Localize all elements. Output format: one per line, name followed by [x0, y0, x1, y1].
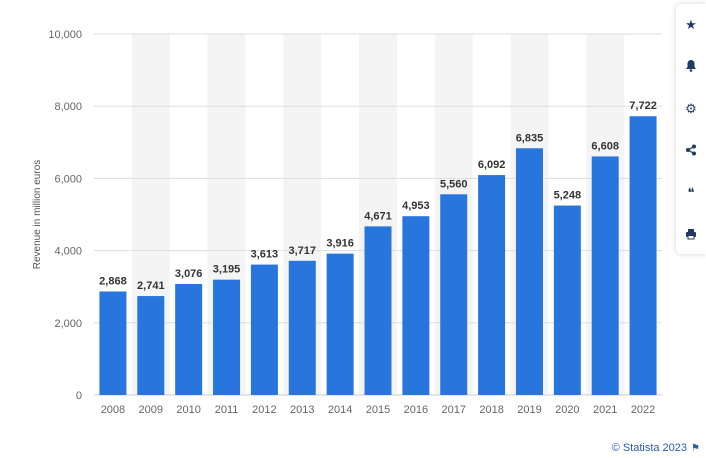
data-label: 3,076 — [175, 268, 203, 280]
x-tick-label: 2016 — [404, 404, 428, 416]
data-label: 5,560 — [440, 178, 468, 190]
data-label: 3,195 — [213, 264, 241, 276]
quote-icon: ❝ — [687, 185, 695, 200]
x-tick-label: 2014 — [328, 404, 352, 416]
x-tick-label: 2009 — [139, 404, 163, 416]
statista-credit[interactable]: © Statista 2023 ⚑ — [612, 442, 700, 454]
data-label: 3,916 — [326, 238, 354, 250]
star-icon: ★ — [685, 17, 697, 32]
notification-button[interactable] — [676, 46, 706, 88]
data-label: 2,868 — [99, 275, 127, 287]
x-tick-label: 2017 — [441, 404, 465, 416]
data-label: 3,613 — [251, 249, 279, 261]
share-button[interactable] — [676, 130, 706, 172]
print-button[interactable] — [676, 214, 706, 256]
bar — [553, 205, 581, 395]
bar — [250, 264, 278, 395]
x-tick-label: 2021 — [593, 404, 617, 416]
star-button[interactable]: ★ — [676, 4, 706, 46]
data-label: 6,608 — [591, 140, 619, 152]
x-tick-label: 2012 — [252, 404, 276, 416]
data-label: 4,671 — [364, 210, 392, 222]
data-label: 4,953 — [402, 200, 430, 212]
data-label: 6,835 — [516, 132, 544, 144]
y-tick-label: 8,000 — [54, 101, 82, 113]
side-toolbar: ★ ⚙ ❝ — [676, 4, 706, 254]
bar — [288, 260, 316, 395]
print-icon — [685, 228, 697, 243]
bar — [326, 253, 354, 395]
y-tick-label: 2,000 — [54, 318, 82, 330]
x-tick-label: 2008 — [101, 404, 125, 416]
bar — [591, 156, 619, 395]
x-tick-label: 2015 — [366, 404, 390, 416]
data-label: 5,248 — [554, 190, 582, 202]
flag-icon[interactable]: ⚑ — [691, 443, 700, 454]
x-tick-label: 2022 — [631, 404, 655, 416]
x-tick-label: 2011 — [215, 404, 239, 416]
share-icon — [685, 144, 697, 159]
bar — [364, 226, 392, 395]
data-label: 3,717 — [289, 245, 317, 257]
x-tick-label: 2019 — [517, 404, 541, 416]
bar — [99, 291, 127, 395]
x-tick-label: 2013 — [290, 404, 314, 416]
bell-icon — [685, 59, 697, 75]
bar — [213, 279, 241, 395]
credit-text[interactable]: © Statista 2023 — [611, 442, 688, 454]
bar — [440, 194, 468, 395]
bar — [175, 283, 203, 395]
data-label: 6,092 — [478, 159, 506, 171]
cite-button[interactable]: ❝ — [676, 172, 706, 214]
y-axis-title: Revenue in million euros — [32, 160, 43, 270]
x-tick-label: 2018 — [479, 404, 503, 416]
y-tick-label: 4,000 — [54, 246, 82, 258]
y-tick-label: 0 — [76, 390, 82, 402]
bar — [478, 175, 506, 395]
gear-icon: ⚙ — [685, 101, 697, 116]
x-tick-label: 2010 — [176, 404, 200, 416]
data-label: 7,722 — [629, 100, 657, 112]
data-label: 2,741 — [137, 280, 165, 292]
settings-button[interactable]: ⚙ — [676, 88, 706, 130]
bar — [515, 148, 543, 395]
y-tick-label: 10,000 — [48, 29, 82, 41]
bar — [629, 116, 657, 395]
x-tick-label: 2020 — [555, 404, 579, 416]
bar — [137, 296, 165, 395]
y-tick-label: 6,000 — [54, 173, 82, 185]
bar — [402, 216, 430, 395]
